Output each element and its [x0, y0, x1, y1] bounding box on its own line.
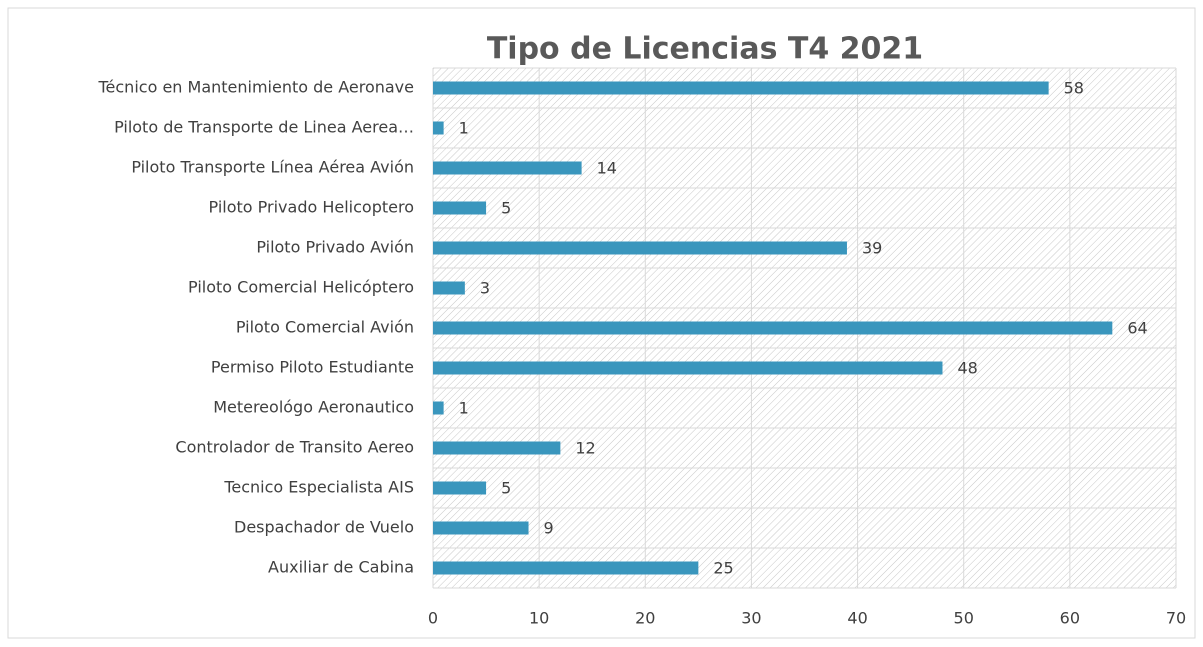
y-tick-label: Controlador de Transito Aereo [175, 438, 414, 457]
y-tick-label: Piloto de Transporte de Linea Aerea… [114, 118, 414, 137]
bar [433, 81, 1049, 95]
y-tick-label: Tecnico Especialista AIS [223, 478, 414, 497]
value-label: 25 [713, 559, 733, 578]
bar [433, 321, 1113, 335]
bar [433, 241, 847, 255]
value-label: 58 [1064, 79, 1084, 98]
x-tick-label: 50 [954, 609, 974, 628]
x-tick-label: 10 [529, 609, 549, 628]
y-tick-label: Piloto Comercial Avión [236, 318, 414, 337]
y-tick-label: Piloto Privado Avión [256, 238, 414, 257]
bar [433, 201, 487, 215]
y-tick-label: Auxiliar de Cabina [268, 558, 414, 577]
bar [433, 561, 699, 575]
bar [433, 361, 943, 375]
x-tick-label: 0 [428, 609, 438, 628]
y-tick-label: Piloto Transporte Línea Aérea Avión [131, 158, 414, 177]
y-tick-label: Despachador de Vuelo [234, 518, 414, 537]
bar [433, 281, 465, 295]
value-label: 48 [957, 359, 977, 378]
x-tick-label: 40 [847, 609, 867, 628]
y-tick-label: Piloto Privado Helicoptero [209, 198, 414, 217]
chart-title: Tipo de Licencias T4 2021 [487, 32, 923, 67]
bar [433, 481, 487, 495]
value-label: 39 [862, 239, 882, 258]
value-label: 1 [459, 119, 469, 138]
y-tick-label: Piloto Comercial Helicóptero [188, 278, 414, 297]
value-label: 14 [597, 159, 617, 178]
y-tick-label: Permiso Piloto Estudiante [211, 358, 414, 377]
value-label: 64 [1127, 319, 1147, 338]
y-tick-label: Técnico en Mantenimiento de Aeronave [97, 78, 414, 97]
x-tick-label: 30 [741, 609, 761, 628]
value-label: 12 [575, 439, 595, 458]
bar [433, 161, 582, 175]
bar [433, 121, 444, 135]
x-tick-label: 70 [1166, 609, 1186, 628]
x-tick-label: 20 [635, 609, 655, 628]
value-label: 3 [480, 279, 490, 298]
bar [433, 401, 444, 415]
bar [433, 441, 561, 455]
value-label: 1 [459, 399, 469, 418]
bar [433, 521, 529, 535]
y-tick-label: Metereológo Aeronautico [213, 398, 414, 417]
value-label: 9 [544, 519, 554, 538]
value-label: 5 [501, 479, 511, 498]
value-label: 5 [501, 199, 511, 218]
x-tick-label: 60 [1060, 609, 1080, 628]
